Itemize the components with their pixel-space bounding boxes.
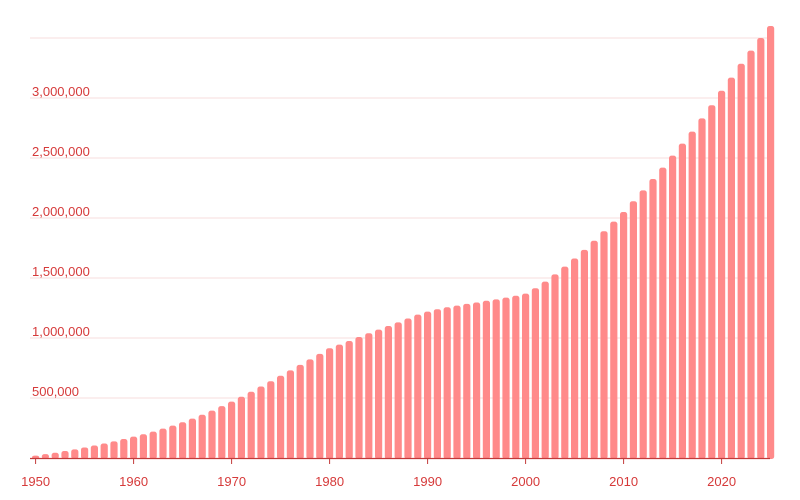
bar-1998	[502, 297, 510, 459]
y-tick-label: 3,000,000	[32, 84, 90, 99]
bar-1974	[267, 381, 275, 459]
bar-2001	[531, 288, 539, 459]
y-axis-tick-labels: 500,000 1,000,000 1,500,000 2,000,000 2,500,…	[32, 84, 90, 399]
bar-2003	[551, 274, 559, 459]
bar-2004	[561, 266, 569, 459]
bar-2025	[767, 26, 775, 459]
bars	[32, 26, 775, 460]
bar-1982	[345, 341, 353, 459]
bar-2021	[727, 77, 735, 459]
bar-2012	[639, 190, 647, 459]
x-tick-label: 1990	[413, 474, 442, 489]
y-tick-label: 500,000	[32, 384, 79, 399]
bar-1972	[247, 391, 255, 459]
x-tick-label: 1980	[315, 474, 344, 489]
bar-1955	[81, 447, 89, 459]
bar-1995	[473, 302, 481, 459]
bar-1958	[110, 441, 118, 459]
bar-1962	[149, 431, 157, 459]
y-tick-label: 2,500,000	[32, 144, 90, 159]
bar-1994	[463, 303, 471, 459]
bar-1952	[51, 452, 59, 459]
bar-1967	[198, 414, 206, 459]
bar-1980	[326, 348, 334, 459]
bar-1999	[512, 295, 520, 459]
bar-1990	[424, 311, 432, 459]
bar-2024	[757, 38, 765, 459]
bar-1969	[218, 406, 226, 459]
bar-1992	[443, 307, 451, 459]
bar-2008	[600, 231, 608, 459]
bar-1953	[61, 451, 69, 459]
bar-1987	[394, 322, 402, 459]
bar-2011	[629, 201, 637, 459]
bar-1976	[286, 370, 294, 459]
bar-1979	[316, 353, 324, 459]
bar-1956	[90, 445, 98, 459]
x-tick-label: 2010	[609, 474, 638, 489]
bar-1996	[482, 300, 490, 459]
gridlines	[30, 37, 770, 399]
bar-1975	[277, 375, 285, 459]
bar-1971	[237, 396, 245, 459]
bar-2017	[688, 131, 696, 459]
bar-2014	[659, 167, 667, 459]
bar-2015	[669, 155, 677, 459]
bar-2016	[678, 143, 686, 459]
bar-2007	[590, 240, 598, 459]
bar-1986	[384, 326, 392, 459]
bar-1973	[257, 386, 265, 459]
bar-1991	[433, 309, 441, 459]
bar-2002	[541, 281, 549, 459]
bar-2023	[747, 50, 755, 459]
bar-2019	[708, 105, 716, 459]
x-tick-label: 1960	[119, 474, 148, 489]
bar-2013	[649, 179, 657, 459]
bar-2010	[620, 212, 628, 459]
bar-1981	[335, 344, 343, 459]
bar-1983	[355, 337, 363, 459]
bar-1968	[208, 410, 216, 459]
bar-1984	[365, 333, 373, 459]
bar-1977	[296, 364, 304, 459]
x-tick-label: 2000	[511, 474, 540, 489]
x-tick-label: 1970	[217, 474, 246, 489]
bar-1954	[71, 449, 79, 459]
bar-1960	[130, 436, 138, 459]
bar-1951	[41, 454, 49, 459]
bar-1963	[159, 428, 167, 459]
bar-2005	[571, 258, 579, 459]
x-tick-label: 1950	[21, 474, 50, 489]
y-tick-label: 1,500,000	[32, 264, 90, 279]
bar-1978	[306, 359, 314, 459]
bar-1966	[188, 418, 196, 459]
bar-1989	[414, 314, 422, 459]
x-axis-ticks: 1950 1960 1970 1980 1990 2000 2010 2020	[21, 458, 736, 489]
bar-1997	[492, 299, 500, 459]
bar-2006	[580, 249, 588, 459]
bar-2000	[522, 293, 530, 459]
bar-1985	[375, 329, 383, 459]
x-tick-label: 2020	[707, 474, 736, 489]
bar-1964	[169, 425, 177, 459]
bar-1993	[453, 305, 461, 459]
bar-1965	[179, 422, 187, 459]
y-tick-label: 2,000,000	[32, 204, 90, 219]
y-tick-label: 1,000,000	[32, 324, 90, 339]
bar-2018	[698, 118, 706, 460]
bar-2020	[718, 90, 726, 460]
bar-2009	[610, 221, 618, 459]
bar-1961	[139, 434, 147, 459]
bar-1957	[100, 443, 108, 459]
bar-1988	[404, 318, 412, 459]
bar-1959	[120, 439, 128, 459]
bar-2022	[737, 63, 745, 460]
bar-1970	[228, 401, 236, 459]
